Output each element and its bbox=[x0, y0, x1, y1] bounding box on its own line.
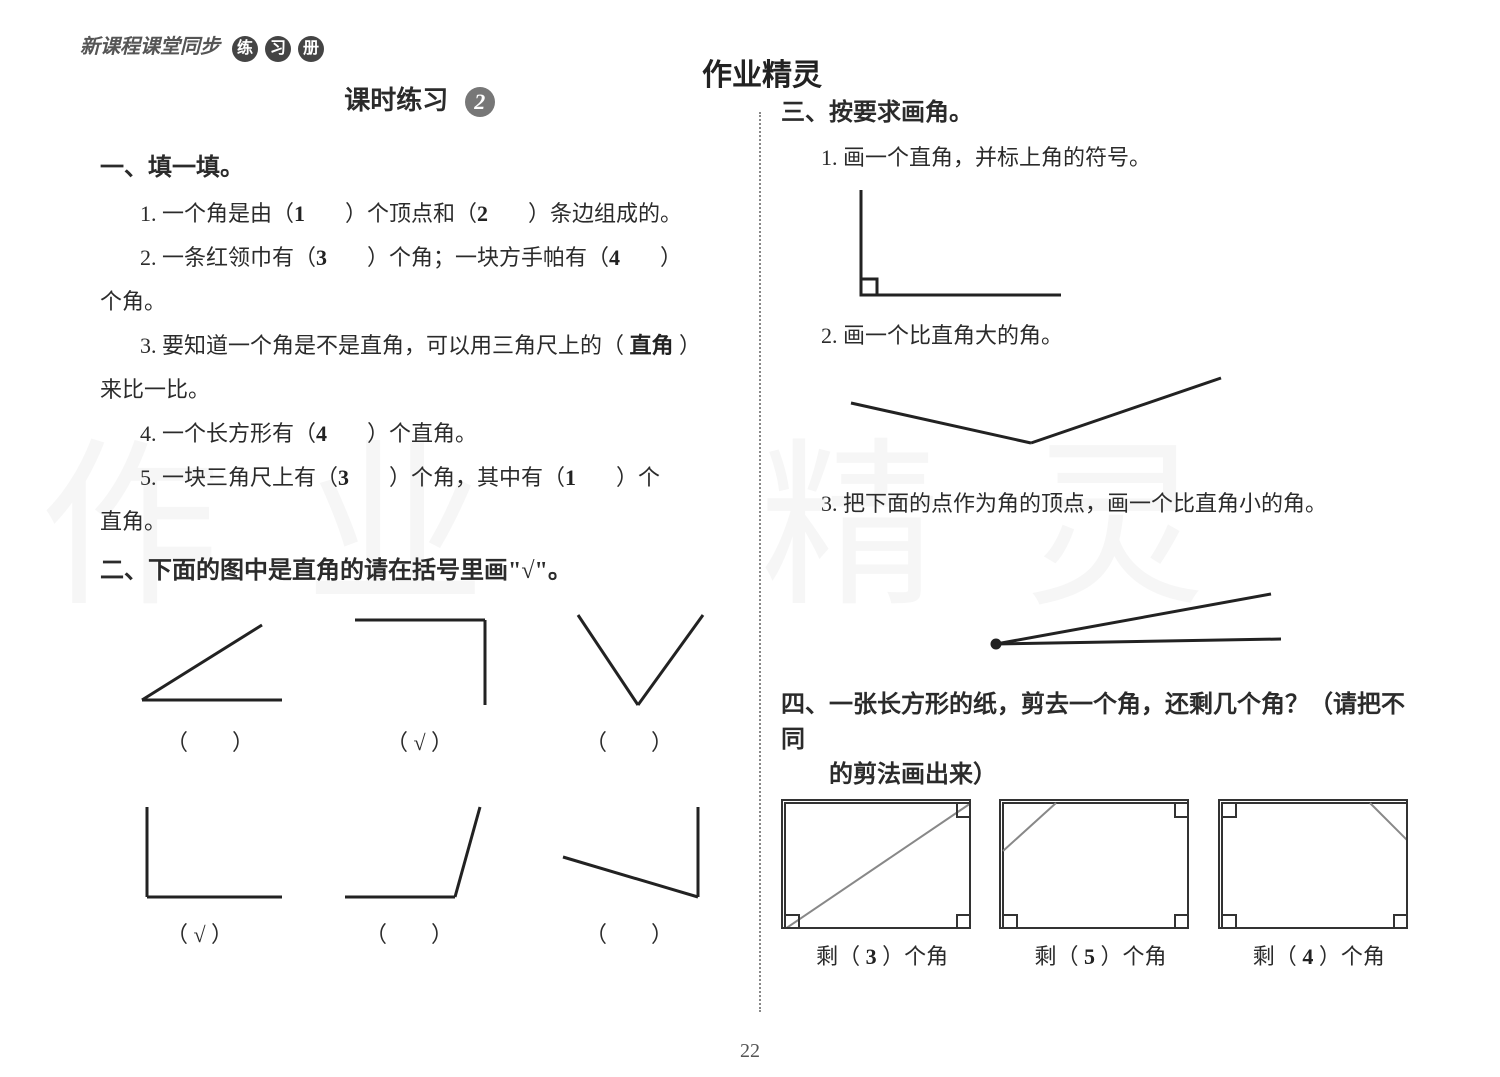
angle-1-label: （ ） bbox=[166, 725, 254, 757]
q4-label-1: 剩（ 3 ）个角 bbox=[781, 939, 983, 971]
q1-3-line2: 来比一比。 bbox=[100, 368, 739, 412]
q1-3-ans: 直角 bbox=[630, 333, 674, 358]
angle-3-label: （ ） bbox=[585, 725, 673, 757]
q4-3-post: ）个角 bbox=[1319, 944, 1385, 969]
q1-5-ans2: 1 bbox=[571, 456, 611, 500]
q1-1-mid: ）个顶点和（ bbox=[345, 201, 477, 226]
q3-2-figure bbox=[841, 363, 1420, 473]
q4-1-post: ）个角 bbox=[882, 944, 948, 969]
q1-2-ans2: 4 bbox=[615, 236, 655, 280]
q4-figures: 剩（ 3 ）个角 剩（ 5 ）个角 bbox=[781, 799, 1420, 971]
q1-1-ans2: 2 bbox=[483, 192, 523, 236]
angle-row-1-labels: （ ） （ √ ） （ ） bbox=[100, 725, 739, 757]
badge-char-3: 册 bbox=[298, 36, 324, 62]
q1-4-post: ）个直角。 bbox=[367, 421, 477, 446]
angle-5-obtuse bbox=[335, 797, 505, 907]
q1-2-ans1: 3 bbox=[322, 236, 362, 280]
angle-6-label: （ ） bbox=[585, 917, 673, 949]
q3-2: 2. 画一个比直角大的角。 bbox=[821, 315, 1420, 357]
angle-3-acute bbox=[548, 605, 718, 715]
angle-4-label: （ √ ） bbox=[166, 917, 233, 949]
lesson-title: 课时练习 2 bbox=[100, 80, 739, 117]
angle-5-label: （ ） bbox=[365, 917, 453, 949]
angle-row-2 bbox=[100, 787, 739, 907]
q4-1-ans: 3 bbox=[866, 944, 877, 969]
q1-5-mid: ）个角，其中有（ bbox=[389, 465, 565, 490]
q1-2-line2: 个角。 bbox=[100, 280, 739, 324]
q4-1-pre: 剩（ bbox=[816, 944, 860, 969]
q1-3: 3. 要知道一个角是不是直角，可以用三角尺上的（ 直角 ） bbox=[140, 324, 739, 368]
page-number: 22 bbox=[740, 1040, 760, 1063]
q1-5: 5. 一块三角尺上有（ 3 ）个角，其中有（ 1 ）个 bbox=[140, 456, 739, 500]
q4-label-3: 剩（ 4 ）个角 bbox=[1218, 939, 1420, 971]
section-1-heading: 一、填一填。 bbox=[100, 147, 739, 182]
q4-fig-3: 剩（ 4 ）个角 bbox=[1218, 799, 1420, 971]
badge-char-2: 习 bbox=[265, 36, 291, 62]
section-2-heading: 二、下面的图中是直角的请在括号里画"√"。 bbox=[100, 550, 739, 585]
q1-2-pre: 2. 一条红领巾有（ bbox=[140, 245, 316, 270]
angle-6-obtuse bbox=[548, 797, 718, 907]
q1-3-pre: 3. 要知道一个角是不是直角，可以用三角尺上的（ bbox=[140, 333, 624, 358]
q3-3-figure bbox=[981, 584, 1420, 664]
lesson-title-text: 课时练习 bbox=[344, 86, 448, 115]
q4-2-ans: 5 bbox=[1084, 944, 1095, 969]
q4-fig-2: 剩（ 5 ）个角 bbox=[999, 799, 1201, 971]
q1-5-pre: 5. 一块三角尺上有（ bbox=[140, 465, 338, 490]
q1-1-post: ）条边组成的。 bbox=[528, 201, 682, 226]
q1-2: 2. 一条红领巾有（ 3 ）个角；一块方手帕有（ 4 ） bbox=[140, 236, 739, 280]
angle-2-right bbox=[335, 605, 505, 715]
section-3-heading: 三、按要求画角。 bbox=[781, 92, 1420, 127]
q4-fig-1: 剩（ 3 ）个角 bbox=[781, 799, 983, 971]
angle-1-acute bbox=[122, 605, 292, 715]
q1-1: 1. 一个角是由（ 1 ）个顶点和（ 2 ）条边组成的。 bbox=[140, 192, 739, 236]
q1-5-ans1: 3 bbox=[344, 456, 384, 500]
left-column: 课时练习 2 一、填一填。 1. 一个角是由（ 1 ）个顶点和（ 2 ）条边组成… bbox=[80, 72, 759, 1022]
q1-1-pre: 1. 一个角是由（ bbox=[140, 201, 294, 226]
q1-1-ans1: 1 bbox=[300, 192, 340, 236]
series-badge: 练 习 册 bbox=[231, 36, 325, 62]
q4-label-2: 剩（ 5 ）个角 bbox=[999, 939, 1201, 971]
series-title: 新课程课堂同步 bbox=[80, 36, 220, 58]
q1-4: 4. 一个长方形有（ 4 ）个直角。 bbox=[140, 412, 739, 456]
right-column: 三、按要求画角。 1. 画一个直角，并标上角的符号。 2. 画一个比直角大的角。… bbox=[761, 72, 1440, 1022]
q3-1: 1. 画一个直角，并标上角的符号。 bbox=[821, 137, 1420, 179]
q1-4-ans: 4 bbox=[322, 412, 362, 456]
q1-2-post: ） bbox=[660, 245, 682, 270]
angle-row-2-labels: （ √ ） （ ） （ ） bbox=[100, 917, 739, 949]
q4-3-ans: 4 bbox=[1302, 944, 1313, 969]
badge-char-1: 练 bbox=[232, 36, 258, 62]
s4-line1: 四、一张长方形的纸，剪去一个角，还剩几个角？（请把不同 bbox=[781, 692, 1405, 753]
q1-5-line2: 直角。 bbox=[100, 500, 739, 544]
section-4-heading: 四、一张长方形的纸，剪去一个角，还剩几个角？（请把不同 的剪法画出来） bbox=[781, 684, 1420, 789]
q1-5-post: ）个 bbox=[616, 465, 660, 490]
q1-4-pre: 4. 一个长方形有（ bbox=[140, 421, 316, 446]
angle-2-label: （ √ ） bbox=[386, 725, 453, 757]
q1-3-post: ） bbox=[679, 333, 701, 358]
q3-3: 3. 把下面的点作为角的顶点，画一个比直角小的角。 bbox=[821, 483, 1420, 525]
q4-2-post: ）个角 bbox=[1100, 944, 1166, 969]
q4-2-pre: 剩（ bbox=[1034, 944, 1078, 969]
q1-2-mid: ）个角；一块方手帕有（ bbox=[367, 245, 609, 270]
q3-1-figure bbox=[841, 185, 1420, 305]
angle-row-1 bbox=[100, 595, 739, 715]
q4-3-pre: 剩（ bbox=[1253, 944, 1297, 969]
angle-4-right bbox=[122, 797, 292, 907]
lesson-number: 2 bbox=[465, 87, 495, 117]
s4-line2: 的剪法画出来） bbox=[829, 762, 997, 788]
